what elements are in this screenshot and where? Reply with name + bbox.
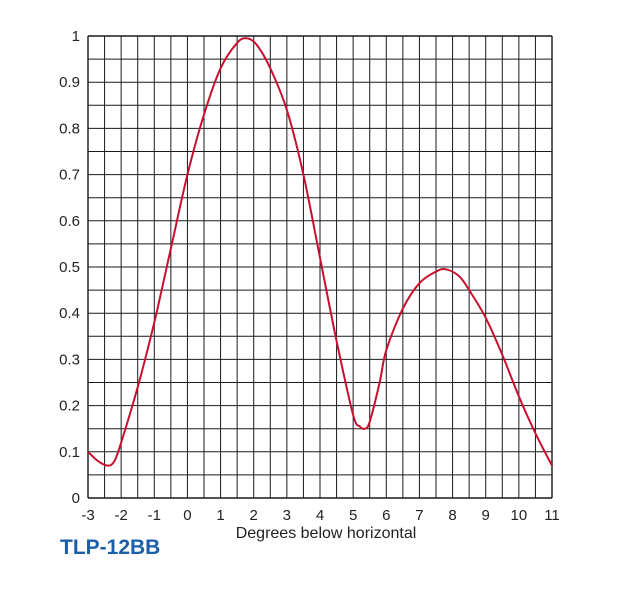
x-axis-title: Degrees below horizontal: [236, 525, 417, 542]
x-tick-label: 10: [511, 507, 528, 524]
x-tick-label: 9: [482, 507, 490, 524]
x-axis-ticks: -3 -2 -1 0 1 2 3 4 5 6 7 8 9 10 11: [81, 507, 559, 524]
x-tick-label: 11: [544, 507, 560, 524]
x-tick-label: 6: [382, 507, 390, 524]
x-tick-label: -2: [114, 507, 127, 524]
x-tick-label: -3: [81, 507, 94, 524]
y-tick-label: 0.1: [59, 444, 80, 461]
x-tick-label: -1: [148, 507, 161, 524]
y-tick-label: 0.4: [59, 305, 80, 322]
y-tick-label: 0.2: [59, 398, 80, 415]
x-tick-label: 5: [349, 507, 357, 524]
y-tick-label: 0.5: [59, 259, 80, 276]
y-axis-ticks: 0 0.1 0.2 0.3 0.4 0.5 0.6 0.7 0.8 0.9 1: [59, 28, 80, 507]
x-tick-label: 1: [216, 507, 224, 524]
y-tick-label: 0.7: [59, 167, 80, 184]
x-tick-label: 4: [316, 507, 324, 524]
y-tick-label: 0.9: [59, 74, 80, 91]
x-tick-label: 0: [183, 507, 191, 524]
x-tick-label: 7: [415, 507, 423, 524]
y-tick-label: 0.3: [59, 351, 80, 368]
y-tick-label: 0: [72, 490, 80, 507]
series-line: [87, 37, 553, 467]
x-tick-label: 2: [250, 507, 258, 524]
y-tick-label: 1: [72, 28, 80, 45]
grid: [87, 35, 553, 499]
x-tick-label: 3: [283, 507, 291, 524]
y-tick-label: 0.6: [59, 213, 80, 230]
x-tick-label: 8: [448, 507, 456, 524]
y-tick-label: 0.8: [59, 120, 80, 137]
product-label: TLP-12BB: [60, 536, 161, 559]
